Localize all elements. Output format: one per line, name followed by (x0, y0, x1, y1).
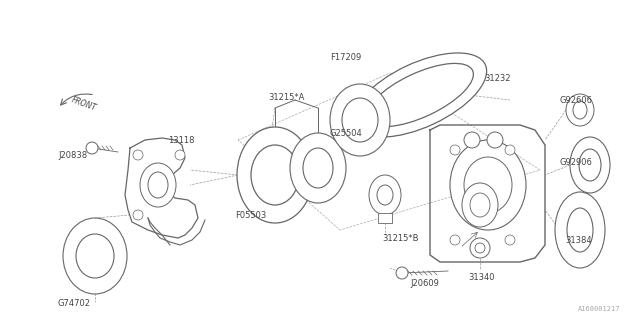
FancyBboxPatch shape (378, 213, 392, 223)
Ellipse shape (342, 98, 378, 142)
Ellipse shape (450, 145, 460, 155)
Ellipse shape (462, 183, 498, 227)
Ellipse shape (450, 235, 460, 245)
Text: 31232: 31232 (484, 74, 511, 83)
Ellipse shape (86, 142, 98, 154)
Ellipse shape (251, 145, 299, 205)
Ellipse shape (566, 94, 594, 126)
Ellipse shape (140, 163, 176, 207)
Text: 13118: 13118 (168, 135, 195, 145)
Ellipse shape (579, 149, 601, 181)
Ellipse shape (475, 243, 485, 253)
Ellipse shape (237, 127, 313, 223)
Ellipse shape (464, 132, 480, 148)
Text: G92906: G92906 (560, 157, 593, 166)
Ellipse shape (290, 133, 346, 203)
Ellipse shape (367, 63, 474, 127)
Ellipse shape (555, 192, 605, 268)
Ellipse shape (464, 157, 512, 213)
Ellipse shape (505, 145, 515, 155)
Text: G92606: G92606 (560, 95, 593, 105)
Ellipse shape (573, 101, 587, 119)
Ellipse shape (63, 218, 127, 294)
Text: A168001217: A168001217 (577, 306, 620, 312)
Ellipse shape (330, 84, 390, 156)
Ellipse shape (450, 140, 526, 230)
Text: 31384: 31384 (565, 236, 591, 244)
Ellipse shape (175, 150, 185, 160)
Ellipse shape (369, 175, 401, 215)
Text: 31215*A: 31215*A (268, 92, 305, 101)
Ellipse shape (133, 150, 143, 160)
Ellipse shape (133, 210, 143, 220)
Ellipse shape (76, 234, 114, 278)
Text: 31340: 31340 (468, 274, 495, 283)
Text: F17209: F17209 (330, 52, 361, 61)
Ellipse shape (353, 53, 486, 137)
Ellipse shape (505, 235, 515, 245)
Ellipse shape (377, 185, 393, 205)
Text: F05503: F05503 (235, 211, 266, 220)
Text: FRONT: FRONT (70, 95, 97, 113)
Ellipse shape (470, 238, 490, 258)
Text: G25504: G25504 (330, 129, 363, 138)
Ellipse shape (570, 137, 610, 193)
Text: J20838: J20838 (58, 150, 87, 159)
Ellipse shape (470, 193, 490, 217)
Ellipse shape (487, 132, 503, 148)
Ellipse shape (303, 148, 333, 188)
Text: G74702: G74702 (58, 299, 91, 308)
Ellipse shape (567, 208, 593, 252)
Ellipse shape (148, 172, 168, 198)
Text: 31215*B: 31215*B (382, 234, 419, 243)
Text: J20609: J20609 (410, 279, 439, 289)
Ellipse shape (396, 267, 408, 279)
